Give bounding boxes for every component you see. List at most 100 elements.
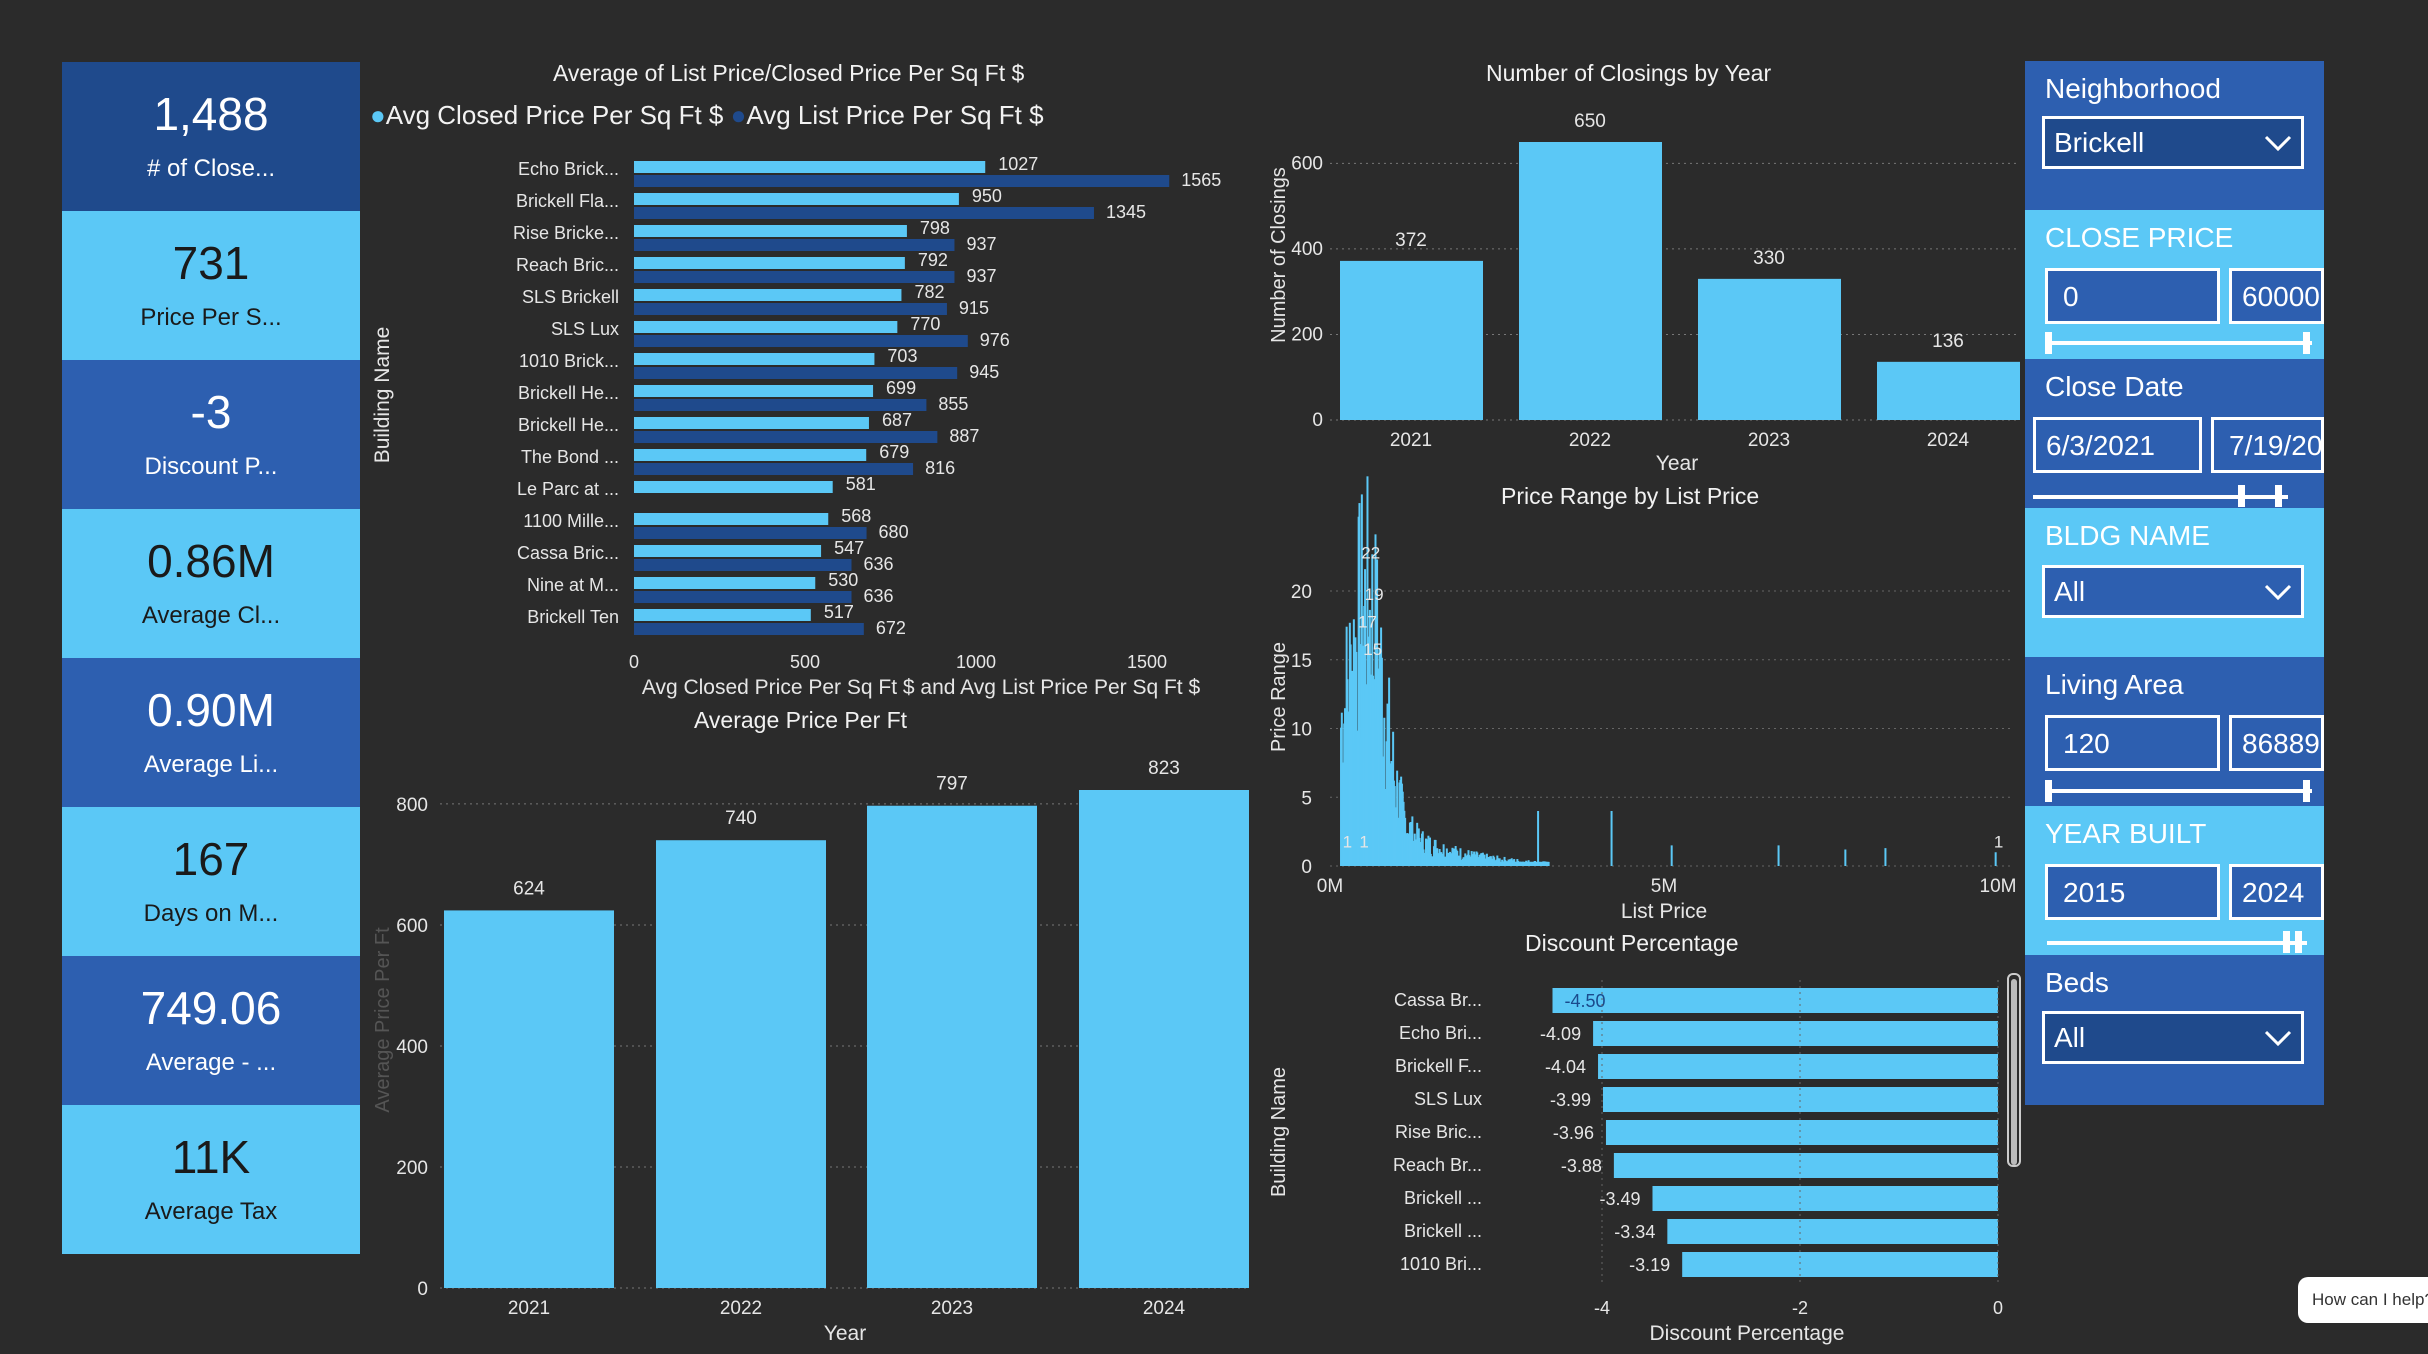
beds-dropdown[interactable]: All — [2042, 1011, 2304, 1064]
bar-closed-label: 782 — [914, 282, 944, 302]
building-label: 1010 Bri... — [1400, 1254, 1482, 1274]
bar-closed — [634, 257, 905, 269]
bar-discount-label: -3.96 — [1553, 1123, 1594, 1143]
living-area-slider-handle-min[interactable] — [2045, 780, 2052, 802]
close-date-slider-track[interactable] — [2033, 495, 2288, 499]
kpi-average[interactable]: 749.06 Average - ... — [62, 956, 360, 1105]
legend-dot-list-icon: ● — [730, 100, 747, 130]
close-price-max-input[interactable]: 60000 — [2229, 268, 2324, 324]
bar-list-label: 1345 — [1106, 202, 1146, 222]
histogram-bar — [1434, 839, 1437, 866]
bar-avg-price — [656, 840, 826, 1288]
bar-discount — [1602, 1087, 1998, 1112]
histogram-bar — [1428, 837, 1431, 866]
histogram-bar — [1438, 849, 1441, 866]
bar-avg-price — [867, 805, 1037, 1288]
legend-dot-closed-icon: ● — [370, 100, 386, 130]
bldg-name-dropdown[interactable]: All — [2042, 565, 2304, 618]
building-label: Brickell He... — [518, 383, 619, 403]
building-label: Reach Bric... — [516, 255, 619, 275]
y-axis-title: Price Range — [1268, 642, 1290, 752]
bar-list-label: 680 — [879, 522, 909, 542]
bar-discount-label: -3.19 — [1629, 1255, 1670, 1275]
x-tick-label: 2022 — [1569, 430, 1611, 451]
bldg-name-value: All — [2054, 575, 2086, 607]
building-label: SLS Lux — [1414, 1089, 1482, 1109]
bar-list-label: 672 — [876, 618, 906, 638]
bar-closings-label: 372 — [1395, 230, 1427, 251]
year-built-min-input[interactable]: 2015 — [2045, 864, 2220, 920]
close-date-slider-handle-min[interactable] — [2238, 485, 2245, 507]
building-label: 1100 Mille... — [523, 511, 619, 531]
year-built-slider-track[interactable] — [2047, 941, 2307, 945]
building-label: Brickell Ten — [527, 607, 619, 627]
bar-closings-label: 136 — [1932, 331, 1964, 352]
histogram-bar — [1493, 857, 1496, 866]
living-area-max-input[interactable]: 86889 — [2229, 715, 2324, 771]
discount-scrollbar[interactable] — [2007, 973, 2021, 1167]
histogram-bar — [1427, 835, 1430, 866]
bar-avg-price-label: 624 — [513, 878, 545, 899]
bar-list — [634, 591, 852, 603]
x-tick-label: 2021 — [508, 1298, 550, 1319]
close-price-slider-track[interactable] — [2047, 341, 2312, 345]
building-label: Rise Bricke... — [513, 223, 619, 243]
bar-list — [634, 527, 867, 539]
year-built-max-input[interactable]: 2024 — [2229, 864, 2324, 920]
x-tick-label: 2021 — [1390, 430, 1432, 451]
chat-help-bubble[interactable]: How can I help? — [2298, 1277, 2428, 1323]
bar-closed-label: 530 — [828, 570, 858, 590]
bar-closed — [634, 289, 902, 301]
slicer-living-area-title: Living Area — [2045, 669, 2184, 700]
bar-closed-label: 699 — [886, 378, 916, 398]
discount-scroll-thumb[interactable] — [2011, 979, 2017, 1165]
kpi-avg-list[interactable]: 0.90M Average Li... — [62, 658, 360, 807]
y-axis-title: Average Price Per Ft — [372, 927, 394, 1113]
close-price-slider-handle-max[interactable] — [2303, 332, 2310, 354]
building-label: Brickell He... — [518, 415, 619, 435]
slicer-living-area: Living Area 120 86889 — [2025, 657, 2324, 806]
close-date-end-input[interactable]: 7/19/2024 — [2211, 417, 2324, 473]
building-label: Brickell ... — [1404, 1188, 1482, 1208]
close-date-start-input[interactable]: 6/3/2021 — [2033, 417, 2202, 473]
neighborhood-dropdown[interactable]: Brickell — [2042, 116, 2304, 169]
bar-list-label: 855 — [938, 394, 968, 414]
bar-closed — [634, 449, 867, 461]
histogram-bar — [1436, 848, 1439, 866]
year-built-slider-handle-min[interactable] — [2283, 931, 2290, 953]
kpi-days-on-market[interactable]: 167 Days on M... — [62, 807, 360, 956]
kpi-avg-tax[interactable]: 11K Average Tax — [62, 1105, 360, 1254]
x-tick-label: -4 — [1594, 1298, 1610, 1318]
x-axis-title: Discount Percentage — [1650, 1322, 1845, 1345]
close-price-slider-handle-min[interactable] — [2045, 332, 2052, 354]
living-area-slider-track[interactable] — [2047, 789, 2312, 793]
legend-closed-label: Avg Closed Price Per Sq Ft $ — [385, 100, 724, 130]
living-area-slider-handle-max[interactable] — [2303, 780, 2310, 802]
year-built-slider-handle-max[interactable] — [2295, 931, 2302, 953]
slicer-year-built: YEAR BUILT 2015 2024 — [2025, 806, 2324, 955]
living-area-min-input[interactable]: 120 — [2045, 715, 2220, 771]
bar-closed — [634, 513, 829, 525]
kpi-avg-close[interactable]: 0.86M Average Cl... — [62, 509, 360, 658]
bar-discount — [1652, 1186, 1998, 1211]
close-price-min-input[interactable]: 0 — [2045, 268, 2220, 324]
kpi-discount[interactable]: -3 Discount P... — [62, 360, 360, 509]
slicer-panel: Neighborhood Brickell CLOSE PRICE 0 6000… — [2025, 61, 2324, 1105]
bar-closed-label: 581 — [846, 474, 876, 494]
kpi-closings[interactable]: 1,488 # of Close... — [62, 62, 360, 211]
histogram-bar — [1547, 861, 1550, 866]
bar-closings — [1519, 142, 1662, 420]
x-tick-label: 2023 — [1748, 430, 1790, 451]
building-label: The Bond ... — [521, 447, 619, 467]
histogram-bar — [1404, 817, 1407, 866]
slicer-close-date-title: Close Date — [2045, 371, 2184, 402]
close-date-slider-handle-max[interactable] — [2275, 485, 2282, 507]
bar-closed-label: 703 — [887, 346, 917, 366]
kpi-price-per-sqft[interactable]: 731 Price Per S... — [62, 211, 360, 360]
x-axis-title: List Price — [1621, 900, 1707, 923]
